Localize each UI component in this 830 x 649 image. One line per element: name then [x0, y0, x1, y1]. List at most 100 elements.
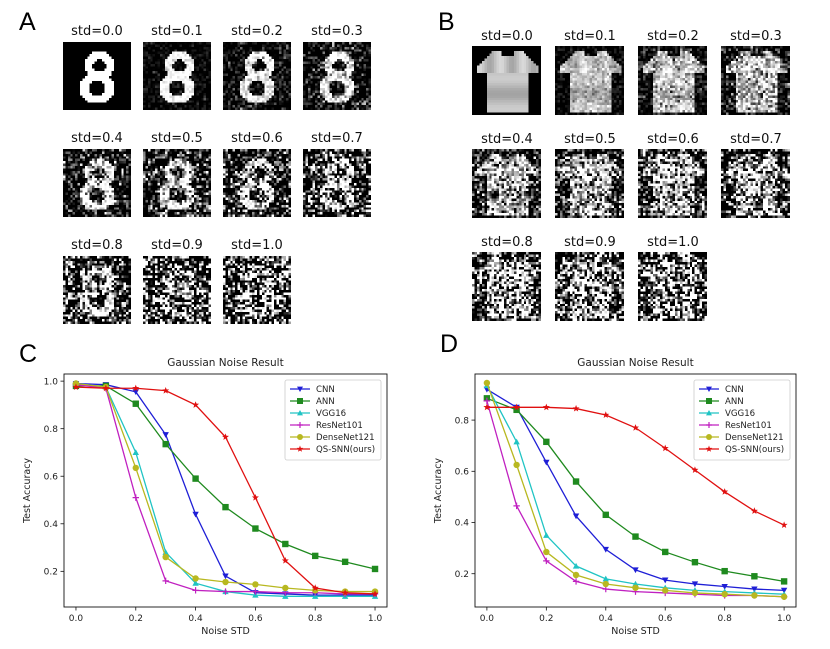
y-axis-label: Test Accuracy — [433, 458, 444, 524]
data-point-marker — [691, 466, 699, 473]
data-point-marker — [750, 507, 758, 514]
data-point-marker — [192, 511, 199, 518]
data-point-marker — [297, 410, 303, 416]
std-label: std=0.1 — [151, 24, 203, 39]
data-point-marker — [751, 573, 758, 580]
y-tick-label: 0.6 — [44, 472, 59, 482]
data-point-marker — [282, 540, 289, 548]
data-point-marker — [312, 552, 319, 560]
data-point-marker — [513, 403, 521, 411]
data-point-marker — [252, 591, 259, 598]
plot-frame — [474, 373, 797, 608]
data-point-marker — [252, 525, 259, 532]
data-point-marker — [543, 459, 550, 466]
data-point-marker — [132, 464, 139, 472]
data-point-marker — [780, 578, 788, 585]
data-point-marker — [513, 406, 520, 414]
std-label: std=0.6 — [231, 131, 283, 146]
data-point-marker — [721, 590, 728, 598]
data-point-marker — [297, 434, 303, 440]
data-point-marker — [341, 589, 349, 596]
std-label: std=0.3 — [730, 29, 782, 44]
noisy-sample-image — [638, 252, 707, 321]
data-point-marker — [780, 521, 788, 529]
noisy-sample-image — [472, 149, 541, 218]
data-point-marker — [162, 386, 170, 394]
x-tick-label: 0.8 — [718, 614, 733, 624]
legend-label: DenseNet121 — [725, 433, 784, 443]
data-point-marker — [341, 558, 349, 566]
data-point-marker — [282, 593, 289, 599]
std-label: std=1.0 — [647, 235, 699, 250]
std-label: std=0.6 — [647, 132, 699, 147]
data-point-marker — [192, 587, 199, 594]
legend-entry: DenseNet121 — [699, 433, 784, 443]
x-tick-label: 0.6 — [658, 614, 673, 624]
data-point-marker — [222, 588, 229, 595]
noisy-sample-image — [303, 42, 371, 110]
panel-letter-a: A — [19, 8, 36, 36]
chart-title: Gaussian Noise Result — [167, 357, 283, 369]
y-tick-label: 0.2 — [455, 570, 469, 580]
noisy-sample-image — [223, 42, 291, 110]
data-point-marker — [602, 575, 609, 582]
noisy-sample-image — [638, 46, 707, 115]
std-label: std=0.0 — [71, 24, 123, 39]
std-label: std=0.9 — [564, 235, 616, 250]
data-point-marker — [662, 548, 669, 556]
data-point-marker — [572, 578, 580, 585]
y-tick-label: 0.8 — [455, 416, 470, 426]
x-axis-label: Noise STD — [201, 626, 250, 637]
y-tick-label: 0.6 — [455, 467, 470, 477]
data-point-marker — [780, 587, 788, 594]
data-point-marker — [572, 562, 580, 569]
std-label: std=0.8 — [71, 238, 123, 253]
x-tick-label: 0.4 — [599, 614, 614, 624]
data-point-marker — [222, 433, 229, 440]
noisy-sample-image — [223, 149, 291, 217]
data-point-marker — [483, 379, 491, 387]
data-point-marker — [602, 580, 609, 588]
noisy-sample-image — [555, 149, 624, 218]
legend-entry: QS-SNN(ours) — [290, 445, 375, 455]
data-point-marker — [543, 557, 550, 565]
std-label: std=0.7 — [730, 132, 782, 147]
noisy-sample-image — [721, 149, 790, 218]
x-tick-label: 0.0 — [480, 614, 495, 624]
legend-label: VGG16 — [725, 409, 755, 419]
data-point-marker — [543, 548, 550, 556]
std-label: std=0.2 — [647, 29, 699, 44]
data-point-marker — [572, 513, 580, 520]
data-point-marker — [721, 567, 728, 575]
data-point-marker — [132, 384, 140, 392]
legend-label: QS-SNN(ours) — [316, 445, 375, 455]
legend-entry: ResNet101 — [290, 421, 363, 431]
data-point-marker — [311, 584, 319, 591]
data-point-marker — [483, 403, 491, 411]
x-tick-label: 1.0 — [368, 614, 383, 624]
data-point-marker — [297, 386, 303, 392]
data-point-marker — [691, 558, 699, 566]
data-point-marker — [572, 404, 580, 412]
x-tick-label: 0.8 — [308, 614, 323, 624]
data-point-marker — [572, 478, 580, 485]
y-tick-label: 1.0 — [44, 377, 59, 387]
data-point-marker — [252, 588, 259, 595]
legend-label: CNN — [725, 385, 744, 395]
std-label: std=0.9 — [151, 238, 203, 253]
std-label: std=0.0 — [481, 29, 533, 44]
x-tick-label: 0.2 — [539, 614, 553, 624]
plot-frame — [63, 373, 388, 608]
legend-label: ANN — [316, 397, 335, 407]
legend-entry: ANN — [699, 397, 744, 407]
data-point-marker — [602, 411, 610, 418]
std-label: std=0.2 — [231, 24, 283, 39]
std-label: std=0.4 — [481, 132, 533, 147]
data-point-marker — [162, 440, 169, 448]
std-label: std=0.5 — [151, 131, 203, 146]
std-label: std=1.0 — [231, 238, 283, 253]
legend-box — [284, 379, 382, 461]
std-label: std=0.5 — [564, 132, 616, 147]
data-point-marker — [543, 438, 550, 446]
data-point-marker — [513, 502, 520, 510]
